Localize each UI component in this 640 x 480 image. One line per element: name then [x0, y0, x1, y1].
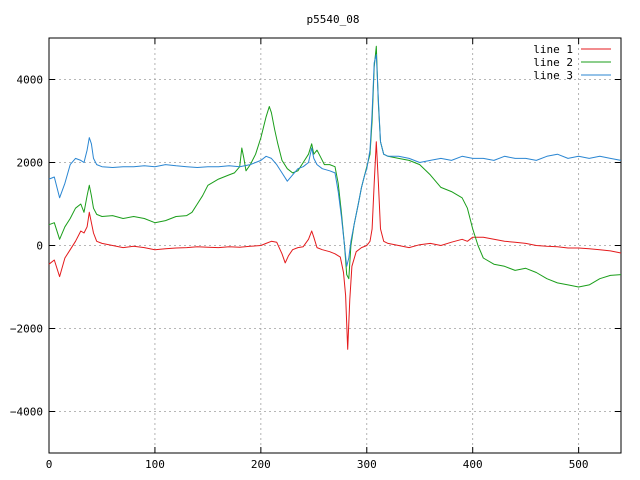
series-line-2: [48, 45, 622, 288]
series-lines: [48, 45, 622, 350]
x-tick-label: 200: [251, 458, 271, 471]
chart-title: p5540_08: [307, 13, 360, 26]
axes: 0 100 200 300 400 500 −4000 −2000 0 2000 4000: [10, 37, 622, 471]
legend-label-1: line 1: [533, 43, 573, 56]
y-tick-label: 2000: [17, 157, 44, 170]
x-tick-label: 400: [463, 458, 483, 471]
x-tick-label: 100: [145, 458, 165, 471]
grid: [49, 38, 621, 453]
legend-label-3: line 3: [533, 69, 573, 82]
y-tick-label: −2000: [10, 323, 43, 336]
series-line-1: [48, 141, 622, 350]
x-tick-label: 500: [569, 458, 589, 471]
y-tick-label: −4000: [10, 406, 43, 419]
x-tick-label: 0: [46, 458, 53, 471]
y-tick-label: 4000: [17, 74, 44, 87]
y-tick-label: 0: [36, 240, 43, 253]
series-line-3: [48, 54, 622, 267]
x-tick-label: 300: [357, 458, 377, 471]
legend-label-2: line 2: [533, 56, 573, 69]
